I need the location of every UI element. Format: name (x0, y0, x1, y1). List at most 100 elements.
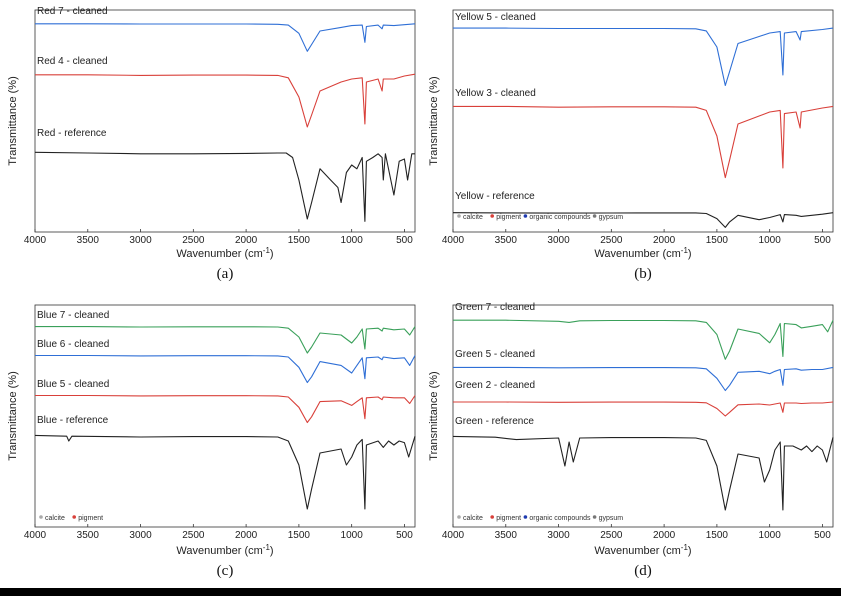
series-line-blue-5-cleaned (35, 394, 416, 424)
x-tick-label: 4000 (442, 235, 465, 246)
x-tick-label: 3500 (495, 235, 518, 246)
plot-frame (34, 9, 416, 233)
series-line-green-reference (452, 435, 834, 511)
series-label: Yellow - reference (455, 191, 535, 202)
series-line-yellow-5-cleaned (453, 27, 834, 87)
series-label: Green - reference (455, 416, 534, 427)
series-line-blue-reference (34, 434, 416, 510)
series-label: Blue 6 - cleaned (37, 339, 109, 350)
x-tick-label: 2000 (235, 530, 258, 541)
legend-entry: pigment (78, 515, 103, 522)
chart-panel-c: 4000 3500 3000 2500 2000 1500 1000 500 Wavenumbe… (7, 304, 416, 579)
series-label: Yellow 3 - cleaned (455, 88, 536, 99)
x-tick-label: 3000 (547, 235, 570, 246)
series-label: Blue - reference (37, 415, 109, 426)
series-line-red-7-cleaned (35, 23, 416, 52)
series-label: Red - reference (37, 128, 107, 139)
legend-entry: gypsum (599, 515, 624, 522)
x-tick-label: 1500 (706, 235, 729, 246)
x-tick-label: 1500 (288, 530, 311, 541)
legend: calcite pigment organic compounds gypsum (457, 214, 623, 221)
y-axis-label: Transmittance (%) (7, 76, 19, 165)
x-axis-label-sup: -1 (263, 246, 271, 255)
x-axis-label-end: ) (270, 248, 274, 260)
x-tick-label: 2500 (600, 235, 623, 246)
x-tick-label: 2500 (600, 530, 623, 541)
x-axis-label-end: ) (688, 545, 692, 557)
x-tick-label: 4000 (24, 530, 47, 541)
x-axis-label-text: Wavenumber (cm (594, 248, 680, 260)
legend-marker (457, 214, 461, 218)
series-label: Green 5 - cleaned (455, 349, 535, 360)
legend-marker (523, 214, 528, 218)
y-axis-label: Transmittance (%) (428, 371, 440, 460)
x-tick-label: 1000 (759, 530, 782, 541)
x-axis-label: Wavenumber (cm-1) (594, 246, 691, 260)
legend-entry: calcite (463, 214, 483, 221)
legend-marker (523, 515, 528, 519)
legend: calcite pigment organic compounds gypsum (457, 515, 623, 522)
legend-marker (72, 515, 76, 519)
panel-caption: (b) (634, 266, 652, 282)
x-tick-label: 4000 (24, 235, 47, 246)
series-line-yellow-reference (452, 212, 834, 228)
x-tick-label: 3500 (77, 235, 100, 246)
y-axis-label: Transmittance (%) (428, 76, 440, 165)
x-tick-label: 2000 (653, 530, 676, 541)
legend: calcite pigment (39, 515, 103, 522)
x-tick-label: 2500 (182, 235, 205, 246)
chart-panel-a: 4000 3500 3000 2500 2000 1500 1000 500 Wavenumbe… (7, 6, 416, 282)
x-tick-label: 1500 (288, 235, 311, 246)
series-line-green-7-cleaned (453, 319, 834, 360)
panel-caption: (a) (217, 266, 234, 282)
x-axis-label-end: ) (270, 545, 274, 557)
x-axis-label-sup: -1 (263, 543, 271, 552)
x-tick-label: 2000 (653, 235, 676, 246)
chart-panel-b: 4000 3500 3000 2500 2000 1500 1000 500 Wavenumbe… (428, 9, 834, 282)
x-axis-label-end: ) (688, 248, 692, 260)
x-tick-label: 3000 (129, 530, 152, 541)
x-tick-label: 2000 (235, 235, 258, 246)
x-tick-label: 3000 (129, 235, 152, 246)
x-axis-label-sup: -1 (681, 246, 689, 255)
series-line-blue-7-cleaned (35, 326, 416, 354)
x-tick-label: 1000 (341, 530, 364, 541)
series-line-green-2-cleaned (453, 401, 834, 417)
legend-entry: calcite (463, 515, 483, 522)
series-line-red-reference (34, 151, 415, 222)
legend-entry: organic compounds (529, 515, 591, 522)
series-label: Yellow 5 - cleaned (455, 12, 536, 23)
x-axis-label: Wavenumber (cm-1) (594, 543, 691, 557)
series-line-green-5-cleaned (453, 366, 834, 392)
series-label: Blue 5 - cleaned (37, 379, 109, 390)
x-axis-label: Wavenumber (cm-1) (176, 246, 273, 260)
legend-marker (490, 515, 495, 519)
legend-entry: calcite (45, 515, 65, 522)
legend-marker (592, 214, 597, 218)
legend-marker (457, 515, 461, 519)
panel-caption: (d) (634, 563, 652, 579)
x-tick-label: 3500 (495, 530, 518, 541)
x-tick-label: 500 (396, 530, 413, 541)
x-tick-label: 4000 (442, 530, 465, 541)
legend-entry: organic compounds (529, 214, 591, 221)
x-tick-label: 500 (814, 235, 831, 246)
x-tick-label: 1000 (759, 235, 782, 246)
x-axis-label: Wavenumber (cm-1) (176, 543, 273, 557)
series-line-blue-6-cleaned (35, 354, 416, 384)
series-line-red-4-cleaned (35, 73, 416, 128)
x-tick-label: 500 (396, 235, 413, 246)
x-tick-label: 2500 (182, 530, 205, 541)
series-label: Red 7 - cleaned (37, 6, 108, 17)
plot-frame (452, 304, 834, 528)
chart-panel-d: 4000 3500 3000 2500 2000 1500 1000 500 Wavenumbe… (428, 302, 834, 579)
legend-entry: pigment (496, 214, 521, 221)
panel-caption: (c) (217, 563, 234, 579)
series-line-yellow-3-cleaned (453, 105, 834, 179)
x-tick-label: 1500 (706, 530, 729, 541)
plot-frame (452, 9, 834, 233)
x-tick-label: 3000 (547, 530, 570, 541)
x-axis-label-text: Wavenumber (cm (594, 545, 680, 557)
x-tick-label: 500 (814, 530, 831, 541)
